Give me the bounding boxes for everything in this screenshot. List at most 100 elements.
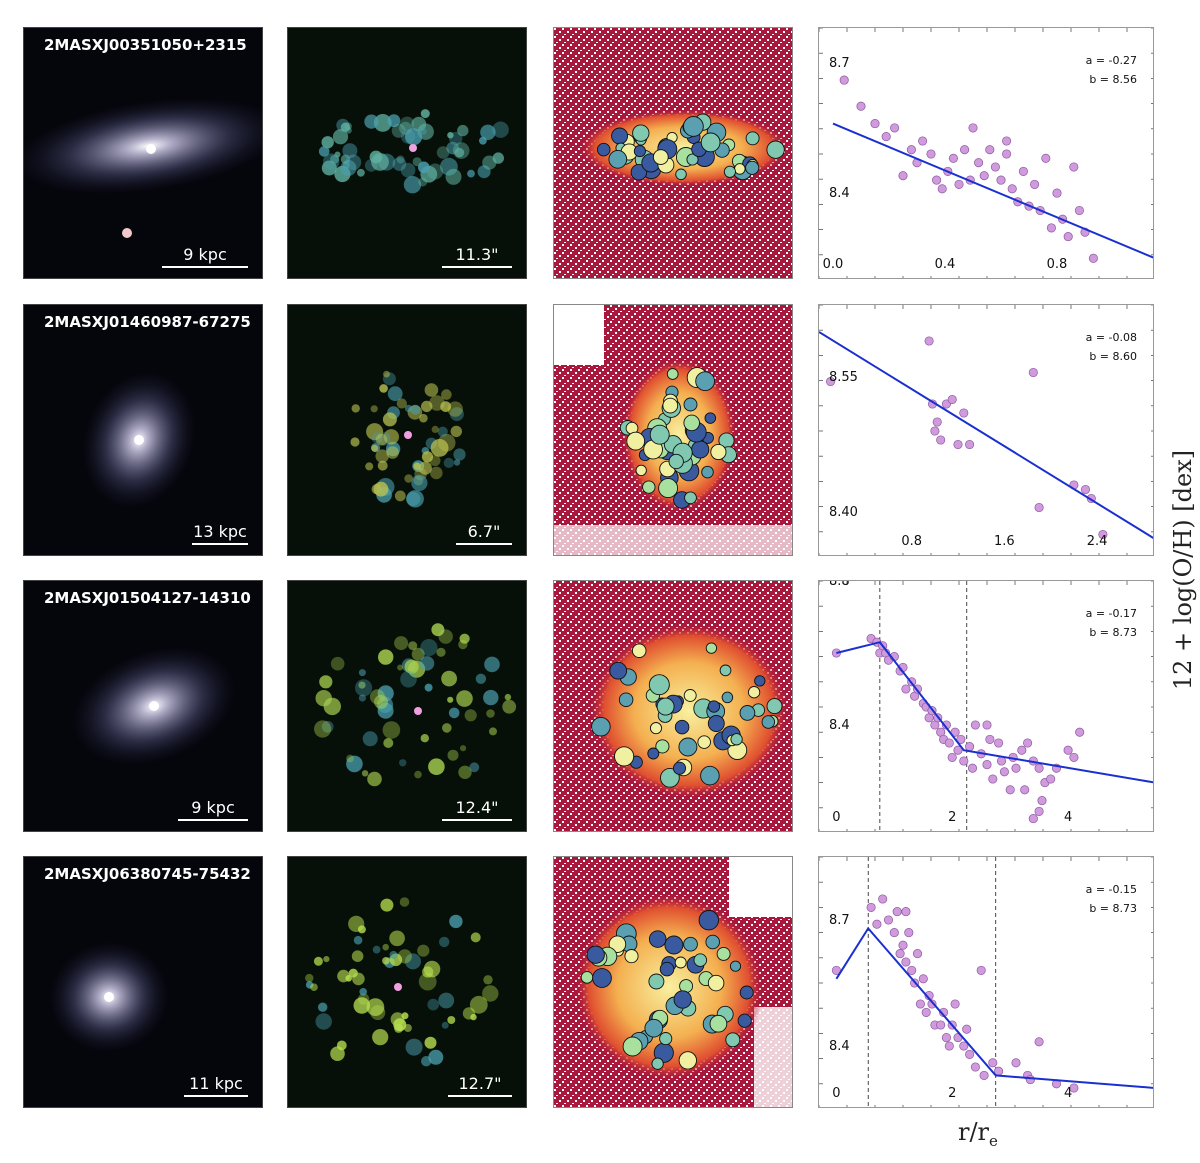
x-tick-label: 2 (948, 810, 956, 825)
emission-line-image-panel: 6.7" (287, 304, 527, 556)
metallicity-gradient-plot: 0 2 4 8.8 8.4 a = -0.17 b = 8.73 (818, 580, 1154, 832)
hii-region-point (1020, 785, 1030, 795)
hii-region-point (907, 965, 917, 975)
scale-bar-line (178, 819, 248, 821)
gradient-chart: 0.8 1.6 2.4 8.55 8.40 a = -0.08 b = 8.60 (819, 305, 1153, 555)
physical-scale-label: 9 kpc (191, 798, 235, 817)
hii-region-point (901, 684, 911, 694)
hii-region-point (870, 119, 880, 129)
metallicity-gradient-plot: 0 2 4 8.7 8.4 a = -0.15 b = 8.73 (818, 856, 1154, 1108)
x-tick-label: 1.6 (994, 534, 1015, 549)
hii-region-point (926, 149, 936, 159)
hii-region-map (554, 857, 792, 1107)
physical-scale-bar: 11 kpc (184, 1074, 248, 1097)
hii-region-point (982, 760, 992, 770)
galaxy-name: 2MASXJ01504127-14310 (44, 589, 251, 607)
hii-region-point (1034, 1037, 1044, 1047)
galaxy-photo-image (24, 97, 262, 238)
hii-region-point (1069, 752, 1079, 762)
hii-region-point (883, 915, 894, 925)
x-tick-label: 0.8 (901, 534, 922, 549)
hii-region-point (985, 145, 995, 155)
x-tick-label: 0.4 (935, 257, 956, 272)
hii-region-point (985, 734, 995, 744)
y-tick-label: 8.4 (829, 718, 850, 733)
hii-region-point (924, 336, 934, 346)
hii-region-point (1098, 529, 1108, 540)
hii-region-point (1018, 166, 1028, 176)
angular-scale-label: 11.3" (455, 245, 499, 264)
angular-scale-label: 12.7" (458, 1074, 502, 1093)
scale-bar-line (448, 1095, 512, 1097)
hii-region-point (1028, 814, 1038, 824)
gradient-fit-line (819, 331, 1153, 539)
hii-region-point (1052, 188, 1062, 198)
intercept-annotation: b = 8.56 (1089, 73, 1137, 86)
hii-region-point (898, 940, 908, 950)
hii-region-map-panel (553, 27, 793, 279)
intercept-annotation: b = 8.60 (1089, 350, 1137, 363)
physical-scale-label: 11 kpc (189, 1074, 243, 1093)
hii-region-point (901, 907, 911, 917)
hii-region-point (904, 928, 914, 938)
hii-region-point (936, 435, 946, 445)
hii-region-point (979, 1070, 989, 1080)
hii-region-point (988, 774, 998, 784)
galaxy-photo-panel: 2MASXJ01504127-14310 9 kpc (23, 580, 263, 832)
slope-annotation: a = -0.08 (1086, 331, 1137, 344)
angular-scale-label: 6.7" (467, 522, 501, 541)
emission-line-image-panel: 12.7" (287, 856, 527, 1108)
hii-region-point (1034, 806, 1044, 816)
hii-region-point (960, 145, 970, 155)
x-tick-label: 0 (832, 1086, 840, 1101)
hii-region-point (895, 949, 905, 959)
hii-region-point (1080, 484, 1091, 495)
hii-region-point (1041, 153, 1051, 163)
hii-region-point (950, 999, 960, 1009)
hii-region-point (965, 742, 975, 752)
galaxy-photo-image (82, 371, 196, 509)
hii-region-point (881, 132, 891, 142)
hii-region-point (1046, 774, 1056, 784)
scale-bar-line (162, 266, 248, 268)
hii-region-point (872, 919, 882, 929)
x-tick-label: 4 (1064, 810, 1072, 825)
hii-region-point (999, 767, 1009, 777)
gradient-chart: 0 2 4 8.8 8.4 a = -0.17 b = 8.73 (819, 581, 1153, 831)
hii-region-point (948, 153, 958, 163)
slope-annotation: a = -0.15 (1086, 883, 1137, 896)
x-tick-label: 2 (948, 1086, 956, 1101)
gradient-fit-line (835, 926, 1153, 1089)
hii-region-point (959, 1041, 969, 1051)
hii-region-point (890, 123, 900, 133)
gradient-chart: 0.0 0.4 0.8 8.7 8.4 a = -0.27 b = 8.56 (819, 28, 1153, 278)
x-tick-label: 0 (832, 810, 840, 825)
angular-scale-bar: 12.7" (448, 1074, 512, 1097)
hii-region-point (965, 439, 975, 450)
hii-region-point (856, 101, 866, 111)
scale-bar-line (442, 819, 512, 821)
hii-region-point (1037, 796, 1047, 806)
physical-scale-bar: 13 kpc (192, 522, 248, 545)
hii-region-point (1088, 253, 1098, 263)
hii-region-point (930, 426, 940, 436)
galaxy-name: 2MASXJ00351050+2315 (44, 36, 247, 54)
hii-region-point (1002, 136, 1012, 146)
hii-region-point (941, 1033, 951, 1043)
hii-region-point (932, 175, 942, 185)
galaxy-nucleus (134, 435, 144, 445)
galaxy-name: 2MASXJ06380745-75432 (44, 865, 251, 883)
galaxy-nucleus (149, 701, 159, 711)
y-tick-label: 8.8 (829, 581, 850, 589)
hii-region-point (918, 136, 928, 146)
hii-region-point (866, 902, 876, 912)
galaxy-photo-image (71, 646, 237, 766)
hii-region-point (839, 75, 849, 85)
hii-region-point (974, 158, 984, 168)
galaxy-photo-panel: 2MASXJ06380745-75432 11 kpc (23, 856, 263, 1108)
hii-region-point (921, 1007, 931, 1017)
x-axis-label: r/re (958, 1118, 998, 1150)
hii-region-point (1028, 367, 1038, 378)
hii-region-point (927, 999, 937, 1009)
metallicity-gradient-plot: 0.0 0.4 0.8 8.7 8.4 a = -0.27 b = 8.56 (818, 27, 1154, 279)
